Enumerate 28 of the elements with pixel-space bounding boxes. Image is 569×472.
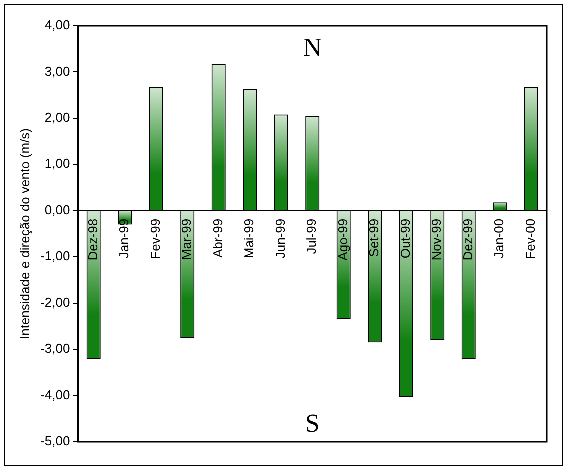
x-tick-label: Fev-00 <box>522 218 538 260</box>
x-tick-label: Mar-99 <box>179 218 194 260</box>
x-tick-label: Jul-99 <box>304 218 320 254</box>
y-tick-label: -2,00 <box>40 294 70 310</box>
x-tick-label: Dez-98 <box>85 218 100 261</box>
x-tick-label: Jun-99 <box>272 218 288 259</box>
x-tick-label: Jan-00 <box>492 218 507 259</box>
x-tick-label: Set-99 <box>366 218 382 258</box>
annotation: S <box>305 408 320 438</box>
y-tick-label: 0,00 <box>44 202 70 218</box>
x-tick-label: Mai-99 <box>242 218 257 259</box>
y-tick-label: -3,00 <box>40 341 70 356</box>
x-tick-label: Abr-99 <box>210 218 226 258</box>
y-tick-label: -1,00 <box>40 248 70 264</box>
x-tick-label: Nov-99 <box>429 218 444 261</box>
x-tick-label: Ago-99 <box>335 218 350 261</box>
y-tick-label: 4,00 <box>44 18 70 33</box>
x-tick-label: Jan-99 <box>116 218 132 259</box>
y-tick-label: 3,00 <box>44 64 70 79</box>
y-axis-title: Intensidade e direção do vento (m/s) <box>17 128 32 340</box>
y-tick-label: 2,00 <box>44 110 70 126</box>
y-tick-label: -5,00 <box>40 434 70 449</box>
x-tick-label: Fev-99 <box>148 218 163 260</box>
x-tick-label: Dez-99 <box>460 218 476 261</box>
annotation: N <box>303 32 322 62</box>
y-tick-label: -4,00 <box>40 387 70 402</box>
y-tick-label: 1,00 <box>44 156 70 172</box>
x-tick-label: Out-99 <box>398 218 413 259</box>
